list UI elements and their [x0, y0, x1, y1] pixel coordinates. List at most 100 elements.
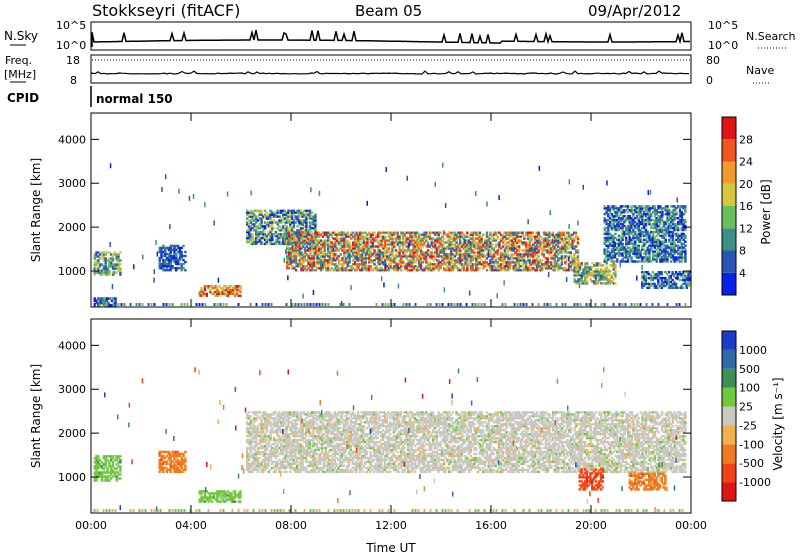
data-cell — [292, 221, 296, 224]
data-cell — [339, 269, 342, 272]
data-cell — [517, 265, 521, 268]
data-cell — [357, 231, 360, 234]
near-range-echo — [549, 303, 552, 306]
data-cell — [283, 211, 287, 214]
data-cell — [308, 229, 312, 232]
data-cell — [218, 500, 221, 503]
data-cell — [501, 235, 505, 238]
data-cell — [566, 251, 569, 254]
data-cell — [525, 267, 528, 270]
data-cell — [666, 207, 669, 210]
data-cell — [577, 280, 580, 283]
data-cell — [291, 267, 294, 270]
data-cell — [550, 249, 553, 252]
data-cell — [111, 257, 115, 260]
data-cell — [246, 466, 249, 470]
data-cell — [466, 235, 469, 238]
near-range-echo — [267, 303, 270, 306]
data-cell — [300, 233, 303, 236]
data-cell — [357, 263, 360, 266]
data-cell — [352, 247, 355, 250]
data-cell — [162, 462, 165, 465]
data-cell — [387, 243, 391, 246]
data-cell — [648, 234, 651, 238]
data-cell — [471, 255, 474, 258]
data-cell — [446, 233, 449, 236]
data-cell — [510, 255, 514, 258]
data-cell — [641, 234, 644, 238]
data-cell — [198, 294, 201, 297]
data-cell — [178, 470, 182, 473]
data-cell — [289, 233, 292, 236]
data-cell — [239, 287, 242, 290]
data-cell — [525, 269, 528, 272]
data-cell — [664, 250, 667, 253]
data-cell — [93, 261, 96, 264]
data-cell — [287, 247, 291, 250]
data-cell — [377, 259, 380, 262]
data-cell — [564, 243, 567, 246]
data-cell — [616, 215, 619, 218]
near-range-echo — [678, 303, 681, 306]
data-cell — [97, 461, 100, 464]
data-cell — [247, 234, 251, 238]
data-cell — [280, 221, 283, 224]
data-cell — [614, 236, 617, 240]
data-cell — [621, 234, 624, 238]
data-cell — [419, 241, 423, 244]
data-cell — [525, 249, 528, 252]
near-range-echo — [639, 303, 642, 306]
data-cell — [410, 243, 414, 246]
data-cell — [292, 225, 296, 228]
data-cell — [576, 259, 580, 262]
data-cell — [119, 473, 122, 476]
data-cell — [314, 213, 317, 216]
data-cell — [398, 247, 401, 250]
data-cell — [176, 452, 180, 456]
data-cell — [373, 239, 376, 242]
data-cell — [380, 241, 383, 244]
data-cell — [173, 462, 176, 465]
scatter-echo — [547, 272, 550, 278]
data-cell — [630, 242, 633, 245]
data-cell — [605, 230, 608, 234]
data-cell — [400, 249, 403, 252]
data-cell — [311, 259, 314, 262]
data-cell — [450, 261, 453, 264]
data-cell — [625, 230, 628, 234]
data-cell — [319, 259, 323, 262]
data-cell — [605, 220, 608, 224]
data-cell — [293, 243, 296, 246]
data-cell — [410, 259, 414, 262]
data-cell — [267, 217, 270, 220]
data-cell — [537, 251, 540, 254]
data-cell — [281, 234, 285, 238]
data-cell — [210, 492, 214, 495]
scatter-echo — [652, 239, 654, 245]
data-cell — [255, 231, 258, 234]
data-cell — [337, 259, 341, 262]
data-cell — [557, 257, 560, 260]
data-cell — [380, 259, 383, 262]
data-cell — [228, 292, 231, 295]
data-cell — [607, 236, 610, 240]
data-cell — [423, 237, 426, 240]
data-cell — [623, 234, 626, 238]
near-range-echo — [312, 303, 315, 306]
data-cell — [614, 282, 617, 285]
data-cell — [319, 261, 323, 264]
data-cell — [95, 471, 98, 474]
data-cell — [444, 257, 448, 260]
data-cell — [299, 223, 303, 226]
data-cell — [353, 269, 357, 272]
data-cell — [278, 225, 281, 228]
data-cell — [632, 209, 635, 212]
data-cell — [165, 470, 169, 473]
data-cell — [635, 250, 639, 253]
data-cell — [550, 257, 553, 260]
data-cell — [119, 469, 122, 472]
data-cell — [258, 233, 261, 236]
scatter-echo — [161, 187, 163, 192]
data-cell — [617, 226, 621, 230]
data-cell — [302, 239, 305, 242]
